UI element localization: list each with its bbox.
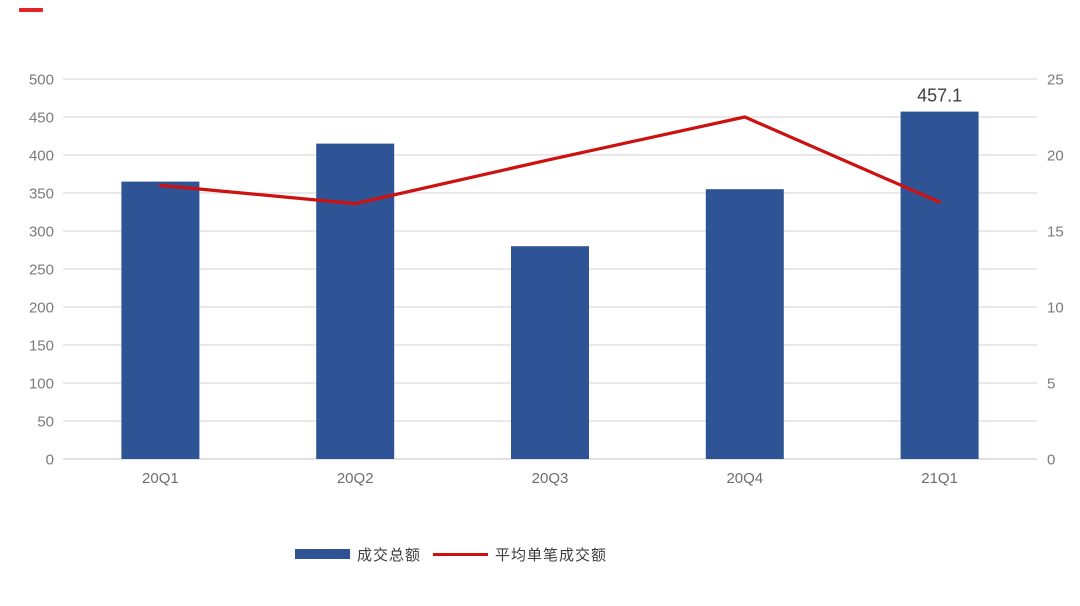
- corner-dash: [19, 8, 43, 12]
- combo-chart: 0 50 100 150 200 250 300 350 400 450 500 0 5 10 15 20 2…: [29, 71, 1064, 487]
- left-tick-250: 250: [29, 261, 54, 278]
- legend: 成交总额 平均单笔成交额: [295, 544, 607, 564]
- x-label-20Q1: 20Q1: [142, 470, 179, 487]
- bar-20Q4: [705, 189, 784, 459]
- bar-20Q3: [511, 246, 589, 459]
- bar-20Q2: [316, 143, 395, 459]
- right-tick-0: 0: [1047, 451, 1055, 468]
- legend-label-bar-series: 成交总额: [357, 547, 422, 564]
- data-labels: 457.1: [917, 86, 962, 106]
- x-label-20Q2: 20Q2: [337, 470, 374, 487]
- right-tick-20: 20: [1047, 147, 1064, 164]
- left-tick-150: 150: [29, 337, 54, 354]
- bar-series-swatch: [295, 549, 350, 559]
- right-axis-labels: 0 5 10 15 20 25: [1047, 71, 1064, 468]
- line-series-swatch: [433, 552, 489, 556]
- category-labels: 20Q1 20Q2 20Q3 20Q4 21Q1: [142, 470, 958, 487]
- left-tick-400: 400: [29, 147, 54, 164]
- left-tick-100: 100: [29, 375, 54, 392]
- x-label-20Q3: 20Q3: [532, 470, 569, 487]
- bar-series: [121, 111, 979, 459]
- right-tick-15: 15: [1047, 223, 1064, 240]
- right-tick-5: 5: [1047, 375, 1055, 392]
- bar-21Q1: [900, 111, 979, 459]
- legend-item-bar-series: 成交总额: [295, 544, 421, 565]
- right-tick-10: 10: [1047, 299, 1064, 316]
- left-tick-200: 200: [29, 299, 54, 316]
- left-tick-300: 300: [29, 223, 54, 240]
- bar-20Q1: [121, 181, 200, 459]
- left-tick-350: 350: [29, 185, 54, 202]
- line-平均单笔成交额: [158, 115, 942, 206]
- legend-item-line-series: 平均单笔成交额: [433, 544, 607, 565]
- line-series: [158, 115, 942, 206]
- left-tick-50: 50: [37, 413, 54, 430]
- left-tick-500: 500: [29, 71, 54, 88]
- x-label-21Q1: 21Q1: [921, 470, 958, 487]
- right-tick-25: 25: [1047, 71, 1064, 88]
- legend-label-line-series: 平均单笔成交额: [495, 547, 608, 564]
- left-axis-labels: 0 50 100 150 200 250 300 350 400 450 500: [29, 71, 54, 468]
- left-tick-0: 0: [46, 451, 54, 468]
- data-label-457.1: 457.1: [917, 86, 962, 106]
- left-tick-450: 450: [29, 109, 54, 126]
- x-label-20Q4: 20Q4: [726, 470, 763, 487]
